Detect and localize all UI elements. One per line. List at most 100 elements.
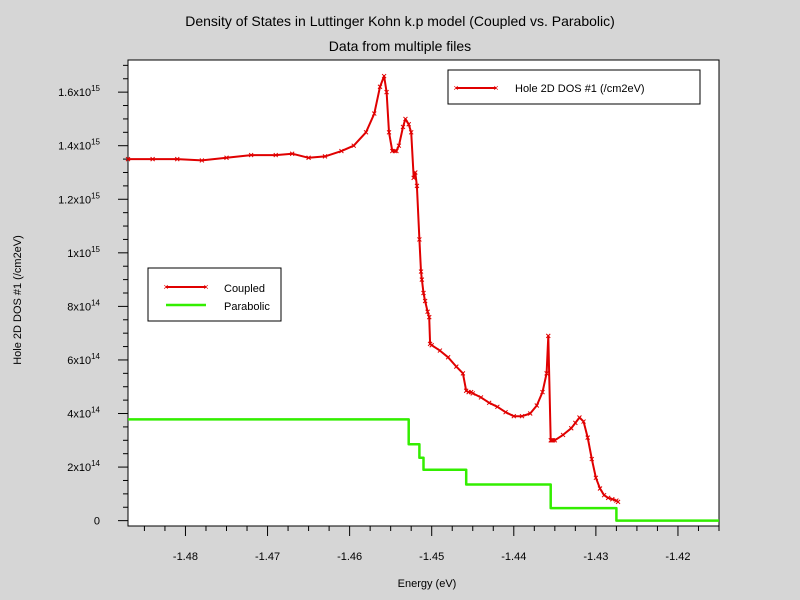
data-point [289, 151, 295, 157]
data-point [174, 156, 180, 162]
series-layer [125, 73, 719, 522]
y-tick-exponent: 14 [91, 298, 100, 307]
y-tick-mantissa: 6x10 [67, 355, 91, 367]
data-point [545, 333, 551, 339]
y-tick-mantissa: 1x10 [67, 248, 91, 260]
y-tick-mantissa: 2x10 [67, 462, 91, 474]
legend-entry-coupled: Coupled [224, 283, 265, 295]
data-point [486, 400, 492, 406]
data-point [581, 419, 586, 424]
data-point [322, 154, 328, 159]
data-point [460, 370, 466, 376]
data-point [550, 437, 556, 443]
data-point [560, 432, 566, 438]
data-point [503, 409, 508, 415]
chart-subtitle: Data from multiple files [329, 38, 471, 54]
data-point [306, 155, 311, 161]
data-point [597, 486, 603, 491]
data-point [605, 495, 611, 501]
data-point [552, 437, 558, 443]
data-point [339, 148, 344, 154]
data-point [371, 111, 377, 116]
legend-marker-swatch: × [493, 83, 498, 93]
data-point [519, 413, 525, 419]
data-point [593, 475, 599, 481]
data-point [396, 143, 402, 149]
data-point [418, 269, 424, 274]
data-point [429, 342, 435, 348]
data-point [224, 155, 229, 161]
y-tick-mantissa: 1.2x10 [58, 194, 91, 206]
data-point [573, 420, 578, 426]
data-point [577, 415, 582, 420]
y-tick-mantissa: 1.4x10 [58, 141, 91, 153]
legend-middle-left: × × Coupled Parabolic [147, 267, 282, 322]
data-point [248, 152, 254, 158]
data-point [394, 148, 399, 154]
chart-title: Density of States in Luttinger Kohn k.p … [185, 13, 615, 29]
data-point [377, 84, 383, 90]
data-point [199, 158, 205, 163]
x-tick-label: -1.43 [583, 551, 608, 563]
data-point [392, 148, 398, 154]
y-tick-mantissa: 8x10 [67, 301, 91, 313]
data-point [463, 388, 469, 394]
x-axis-label: Energy (eV) [398, 578, 457, 590]
x-tick-label: -1.44 [501, 551, 526, 563]
data-point [421, 290, 426, 296]
y-tick-mantissa: 0 [94, 516, 100, 528]
y-tick-exponent: 15 [91, 245, 100, 254]
data-point [585, 435, 591, 440]
data-point [384, 89, 389, 95]
series-line-parabolic [128, 418, 719, 522]
data-point [426, 314, 432, 320]
legend-marker-swatch: × [163, 282, 168, 292]
legend-marker-swatch: × [203, 282, 208, 292]
data-point [478, 395, 484, 400]
y-tick-label: 1.4x1015 [58, 138, 100, 153]
data-point [609, 496, 615, 502]
x-tick-label: -1.47 [255, 551, 280, 563]
data-point [273, 152, 279, 158]
y-tick-mantissa: 4x10 [67, 409, 91, 421]
data-point [589, 456, 595, 462]
data-point [425, 309, 430, 315]
legend-entry: Hole 2D DOS #1 (/cm2eV) [515, 83, 645, 95]
data-point [453, 364, 459, 370]
data-point [363, 129, 369, 135]
series-line-coupled [128, 75, 619, 503]
y-tick-exponent: 15 [91, 191, 100, 200]
y-tick-exponent: 15 [91, 84, 100, 93]
data-point [445, 354, 451, 360]
data-point [470, 391, 476, 396]
y-tick-exponent: 14 [91, 352, 100, 361]
data-point [412, 170, 418, 175]
x-tick-label: -1.46 [337, 551, 362, 563]
data-point [417, 237, 422, 242]
data-point [408, 129, 414, 135]
y-axis-ticks: 02x10144x10146x10148x10141x10151.2x10151… [58, 64, 128, 528]
data-point [386, 129, 392, 135]
data-point [351, 143, 357, 149]
x-tick-label: -1.45 [419, 551, 444, 563]
data-point [495, 404, 500, 410]
legend-entry-parabolic: Parabolic [224, 301, 270, 313]
y-axis-label: Hole 2D DOS #1 (/cm2eV) [12, 235, 24, 365]
y-tick-label: 0 [94, 516, 100, 528]
data-point [414, 183, 420, 189]
y-tick-exponent: 15 [91, 138, 100, 147]
y-tick-exponent: 14 [91, 406, 100, 415]
x-tick-label: -1.42 [665, 551, 690, 563]
data-point [511, 413, 517, 419]
y-tick-label: 8x1014 [67, 298, 100, 313]
legend-marker-swatch: × [453, 83, 458, 93]
y-tick-label: 4x1014 [67, 406, 100, 421]
data-point [527, 411, 533, 416]
y-tick-exponent: 14 [91, 459, 100, 468]
data-point [150, 156, 155, 162]
data-point [534, 403, 540, 408]
data-point [403, 116, 408, 122]
data-point [615, 499, 621, 505]
data-point [540, 389, 545, 395]
